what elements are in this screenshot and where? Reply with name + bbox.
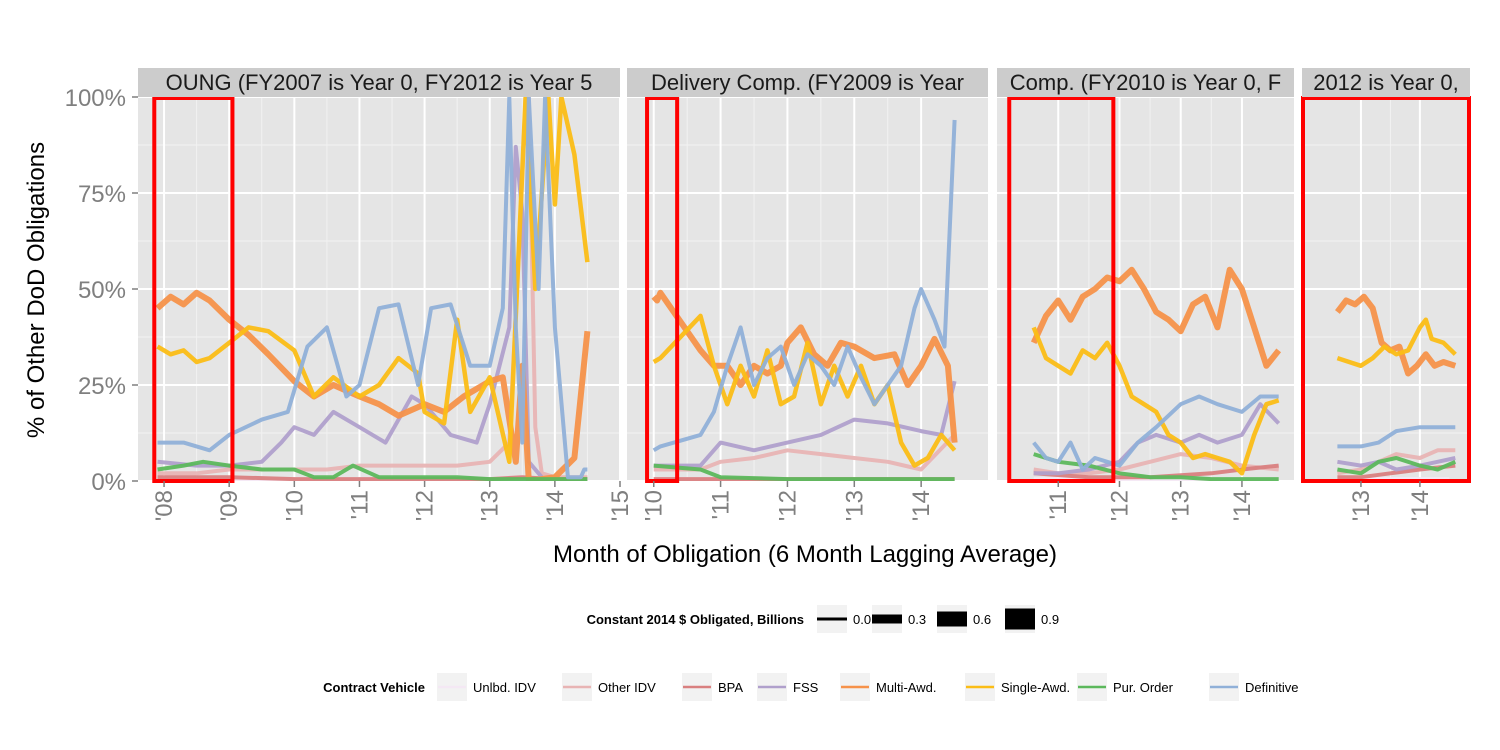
series-line-other-idv <box>653 433 957 472</box>
series-line-multi-awd <box>651 289 958 443</box>
series-line-definitive <box>157 97 588 480</box>
series-line-fss <box>157 144 544 479</box>
legend-label-other-idv: Other IDV <box>598 680 656 695</box>
series-line-other-idv <box>1337 448 1456 476</box>
highlight-box <box>645 96 680 483</box>
legend-label-multi-awd: Multi-Awd. <box>876 680 936 695</box>
x-tick-label: '13 <box>1348 490 1375 521</box>
x-axis-title: Month of Obligation (6 Month Lagging Ave… <box>553 541 1057 568</box>
facet-strip <box>627 68 988 97</box>
x-tick-label: '13 <box>1168 490 1195 521</box>
x-tick-label: '12 <box>774 490 801 521</box>
x-tick-label: '08 <box>151 490 178 521</box>
series-line-definitive <box>1337 425 1456 449</box>
x-tick-label: '10 <box>281 490 308 521</box>
legend-label-definitive: Definitive <box>1245 680 1298 695</box>
legend-size-label: 0.6 <box>973 612 991 627</box>
x-tick-label: '15 <box>607 490 634 521</box>
legend-color: Contract Vehicle Unlbd. IDV Other IDV BPA F… <box>323 673 1298 701</box>
y-tick-label: 25% <box>78 373 126 400</box>
legend-size: Constant 2014 $ Obligated, Billions 0.0 0… <box>587 605 1059 633</box>
highlight-box <box>1007 96 1116 483</box>
series-group <box>651 119 958 481</box>
legend-size-label: 0.0 <box>853 612 871 627</box>
facet-strip-label: Delivery Comp. (FY2009 is Year <box>651 70 964 95</box>
series-line-pur-order <box>1337 456 1457 476</box>
y-tick-label: 50% <box>78 277 126 304</box>
x-tick-label: '14 <box>1407 490 1434 521</box>
series-line-single-awd <box>1031 326 1280 476</box>
x-tick-label: '11 <box>346 490 373 520</box>
x-tick-label: '09 <box>216 490 243 521</box>
x-tick-label: '12 <box>412 490 439 521</box>
legend-label-single-awd: Single-Awd. <box>1001 680 1070 695</box>
legend-label-unlbd-idv: Unlbd. IDV <box>473 680 536 695</box>
facet-strip <box>997 68 1294 97</box>
series-line-fss <box>1337 456 1456 472</box>
x-tick-label: '14 <box>542 490 569 521</box>
series-line-pur-order <box>1033 452 1279 481</box>
y-tick-label: 100% <box>65 85 126 112</box>
panel-2: Delivery Comp. (FY2009 is Year '10 '11 '12 '… <box>627 68 988 521</box>
x-tick-label: '10 <box>641 490 668 521</box>
series-line-multi-awd <box>1030 266 1282 369</box>
legend-size-label: 0.9 <box>1041 612 1059 627</box>
legend-size-title: Constant 2014 $ Obligated, Billions <box>587 612 804 627</box>
highlight-box <box>1301 96 1471 483</box>
series-line-fss <box>653 380 957 468</box>
y-tick-label: 0% <box>91 469 126 496</box>
series-line-definitive <box>652 119 957 453</box>
x-tick-label: '11 <box>708 490 735 520</box>
legend-label-pur-order: Pur. Order <box>1113 680 1174 695</box>
series-group <box>1335 293 1457 481</box>
x-tick-label: '12 <box>1106 490 1133 521</box>
panel-3: Comp. (FY2010 is Year 0, F '11 '12 '13 '14 <box>997 68 1294 521</box>
panels-layer: OUNG (FY2007 is Year 0, FY2012 is Year 5… <box>138 68 1471 521</box>
facet-strip-label: OUNG (FY2007 is Year 0, FY2012 is Year 5 <box>166 70 593 95</box>
panel-4: 2012 is Year 0, '13 '14 <box>1301 68 1471 521</box>
y-axis-title: % of Other DoD Obligations <box>23 142 50 438</box>
x-tick-label: '13 <box>477 490 504 521</box>
highlight-box <box>152 96 235 483</box>
legend-size-label: 0.3 <box>908 612 926 627</box>
facet-strip <box>138 68 620 97</box>
facet-strip-label: Comp. (FY2010 is Year 0, F <box>1010 70 1281 95</box>
x-tick-label: '13 <box>841 490 868 521</box>
series-group <box>1030 266 1282 481</box>
facet-strip <box>1302 68 1470 97</box>
legend-label-bpa: BPA <box>718 680 743 695</box>
series-line-single-awd <box>1336 317 1457 369</box>
x-tick-label: '14 <box>908 490 935 521</box>
y-tick-label: 75% <box>78 181 126 208</box>
x-tick-label: '14 <box>1229 490 1256 521</box>
legend-label-fss: FSS <box>793 680 819 695</box>
series-line-pur-order <box>653 463 955 481</box>
y-axis: 0% 25% 50% 75% 100% <box>65 85 138 496</box>
x-tick-label: '11 <box>1045 490 1072 520</box>
series-line-pur-order <box>157 459 588 481</box>
series-line-multi-awd <box>1335 293 1457 377</box>
series-group <box>155 97 591 481</box>
facet-strip-label: 2012 is Year 0, <box>1313 70 1459 95</box>
series-line-definitive <box>1032 394 1279 472</box>
panel-1: OUNG (FY2007 is Year 0, FY2012 is Year 5… <box>138 68 634 521</box>
legend-color-title: Contract Vehicle <box>323 680 425 695</box>
